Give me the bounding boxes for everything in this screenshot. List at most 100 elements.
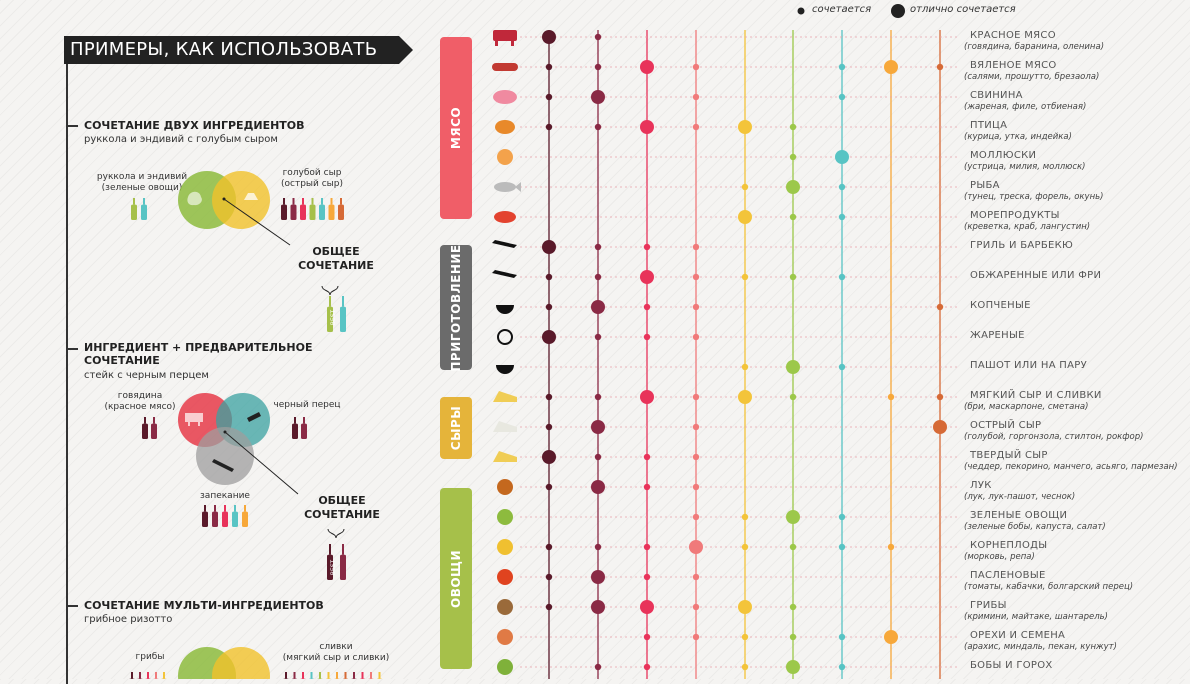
pairing-dot bbox=[640, 390, 654, 404]
steam-bowl-icon bbox=[496, 365, 514, 374]
pairing-dot bbox=[693, 514, 699, 520]
pairing-dot bbox=[790, 544, 796, 550]
pairing-dot bbox=[595, 334, 601, 340]
row-description: (лук, лук-пашот, чеснок) bbox=[964, 492, 1075, 503]
pairing-dot bbox=[693, 484, 699, 490]
row-description: (морковь, репа) bbox=[964, 552, 1047, 563]
row-label: ОБЖАРЕННЫЕ ИЛИ ФРИ bbox=[970, 270, 1101, 282]
legend-big-dot bbox=[891, 4, 905, 18]
row-description: (курица, утка, индейка) bbox=[964, 132, 1072, 143]
row-name: КОПЧЕНЫЕ bbox=[970, 300, 1031, 312]
pairing-dot bbox=[644, 484, 650, 490]
pairing-dot bbox=[595, 64, 601, 70]
pairing-dot bbox=[790, 154, 796, 160]
row-label: МЯГКИЙ СЫР И СЛИВКИ(бри, маскарпоне, сме… bbox=[970, 390, 1102, 413]
row-name: ОСТРЫЙ СЫР bbox=[970, 420, 1143, 432]
row-name: ГРИЛЬ И БАРБЕКЮ bbox=[970, 240, 1073, 252]
spatula-icon bbox=[492, 270, 517, 278]
pairing-dot bbox=[839, 664, 845, 670]
row-name: РЫБА bbox=[970, 180, 1103, 192]
row-description: (голубой, горгонзола, стилтон, рокфор) bbox=[964, 432, 1143, 443]
pairing-dot bbox=[742, 184, 748, 190]
row-name: ЖАРЕНЫЕ bbox=[970, 330, 1025, 342]
pairing-dot bbox=[595, 244, 601, 250]
blue-cheese-icon bbox=[493, 421, 517, 432]
pairing-dot bbox=[693, 424, 699, 430]
chicken-icon bbox=[495, 120, 515, 134]
pairing-dot bbox=[546, 574, 552, 580]
pairing-dot bbox=[546, 274, 552, 280]
pairing-dot bbox=[640, 120, 654, 134]
pairing-dot bbox=[546, 394, 552, 400]
row-name: ПАШОТ ИЛИ НА ПАРУ bbox=[970, 360, 1087, 372]
row-name: ТВЕРДЫЙ СЫР bbox=[970, 450, 1178, 462]
onion-icon bbox=[497, 479, 513, 495]
row-label: ОСТРЫЙ СЫР(голубой, горгонзола, стилтон,… bbox=[970, 420, 1143, 443]
row-label: КРАСНОЕ МЯСО(говядина, баранина, оленина… bbox=[970, 30, 1104, 53]
pairing-dot bbox=[546, 94, 552, 100]
smoker-icon bbox=[496, 305, 514, 314]
row-label: КОПЧЕНЫЕ bbox=[970, 300, 1031, 312]
pairing-dot bbox=[786, 360, 800, 374]
cured-meat-icon bbox=[492, 63, 518, 71]
cabbage-icon bbox=[497, 509, 513, 525]
row-label: КОРНЕПЛОДЫ(морковь, репа) bbox=[970, 540, 1047, 563]
pairing-dot bbox=[693, 94, 699, 100]
pairing-dot bbox=[790, 214, 796, 220]
pairing-dot bbox=[595, 394, 601, 400]
pairing-dot bbox=[835, 150, 849, 164]
row-label: МОРЕПРОДУКТЫ(креветка, краб, лангустин) bbox=[970, 210, 1090, 233]
pairing-dot bbox=[693, 574, 699, 580]
row-name: МЯГКИЙ СЫР И СЛИВКИ bbox=[970, 390, 1102, 402]
row-description: (бри, маскарпоне, сметана) bbox=[964, 402, 1102, 413]
pairing-dot bbox=[884, 630, 898, 644]
pairing-dot bbox=[546, 424, 552, 430]
pairing-dot bbox=[591, 90, 605, 104]
row-label: ЖАРЕНЫЕ bbox=[970, 330, 1025, 342]
thermometer-icon bbox=[498, 330, 512, 344]
row-description: (кримини, майтаке, шантарель) bbox=[964, 612, 1108, 623]
pairing-dot bbox=[689, 540, 703, 554]
row-name: ЗЕЛЕНЫЕ ОВОЩИ bbox=[970, 510, 1106, 522]
soft-cheese-icon bbox=[493, 391, 517, 402]
row-label: ЛУК(лук, лук-пашот, чеснок) bbox=[970, 480, 1075, 503]
pairing-dot bbox=[839, 514, 845, 520]
row-name: ЛУК bbox=[970, 480, 1075, 492]
pairing-dot bbox=[693, 124, 699, 130]
row-name: ПТИЦА bbox=[970, 120, 1072, 132]
row-name: МОЛЛЮСКИ bbox=[970, 150, 1085, 162]
pairing-dot bbox=[742, 274, 748, 280]
pairing-dot bbox=[542, 240, 556, 254]
shell-icon bbox=[497, 149, 513, 165]
row-description: (тунец, треска, форель, окунь) bbox=[964, 192, 1103, 203]
pairing-dot bbox=[839, 214, 845, 220]
pairing-dot bbox=[644, 304, 650, 310]
row-description: (говядина, баранина, оленина) bbox=[964, 42, 1104, 53]
legend-small-dot bbox=[798, 8, 805, 15]
pairing-dot bbox=[693, 244, 699, 250]
pairing-dot bbox=[693, 274, 699, 280]
pairing-dot bbox=[693, 454, 699, 460]
pairing-dot bbox=[839, 544, 845, 550]
pairing-dot bbox=[591, 480, 605, 494]
pairing-dot bbox=[595, 454, 601, 460]
pairing-dot bbox=[591, 300, 605, 314]
pairing-dot bbox=[644, 664, 650, 670]
pairing-dot bbox=[738, 600, 752, 614]
pairing-dot bbox=[595, 34, 601, 40]
pairing-dot bbox=[888, 544, 894, 550]
row-label: ТВЕРДЫЙ СЫР(чеддер, пекорино, манчего, а… bbox=[970, 450, 1178, 473]
row-label: ПАСЛЕНОВЫЕ(томаты, кабачки, болгарский п… bbox=[970, 570, 1133, 593]
row-name: БОБЫ И ГОРОХ bbox=[970, 660, 1053, 672]
row-label: ПАШОТ ИЛИ НА ПАРУ bbox=[970, 360, 1087, 372]
row-name: КРАСНОЕ МЯСО bbox=[970, 30, 1104, 42]
pairing-dot bbox=[790, 394, 796, 400]
row-label: ЗЕЛЕНЫЕ ОВОЩИ(зеленые бобы, капуста, сал… bbox=[970, 510, 1106, 533]
mushroom-icon bbox=[497, 599, 513, 615]
pairing-dot bbox=[790, 634, 796, 640]
pairing-dot bbox=[693, 64, 699, 70]
pairing-dot bbox=[790, 604, 796, 610]
pairing-dot bbox=[742, 634, 748, 640]
pairing-dot bbox=[546, 484, 552, 490]
row-description: (креветка, краб, лангустин) bbox=[964, 222, 1090, 233]
